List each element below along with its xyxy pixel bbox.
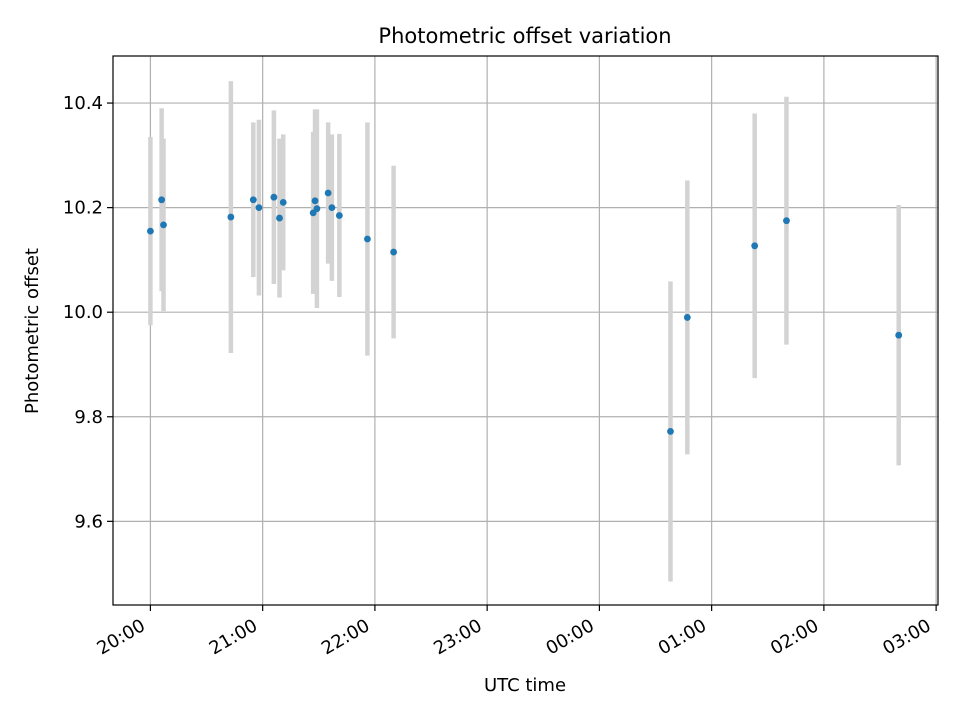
y-axis-ticks: 9.6 9.8 10.0 10.2 10.4: [63, 93, 113, 532]
data-point: [328, 204, 336, 212]
y-tick-label: 10.0: [63, 302, 103, 323]
y-tick-label: 10.2: [63, 198, 103, 219]
y-axis-label: Photometric offset: [22, 248, 43, 414]
y-tick-label: 9.6: [74, 511, 103, 532]
grid: [113, 56, 938, 605]
data-point: [324, 189, 332, 197]
data-point: [390, 248, 398, 256]
data-point: [160, 221, 167, 229]
chart-title: Photometric offset variation: [378, 24, 671, 48]
data-point: [255, 204, 263, 212]
data-point: [364, 235, 371, 243]
data-point: [683, 314, 691, 321]
data-points: [147, 189, 903, 435]
data-point: [270, 193, 278, 201]
data-point: [249, 196, 257, 204]
data-point: [279, 199, 287, 206]
y-tick-label: 10.4: [63, 93, 103, 114]
data-point: [276, 214, 283, 222]
data-point: [751, 242, 759, 250]
data-point: [147, 227, 154, 235]
data-point: [667, 428, 674, 435]
data-point: [783, 217, 790, 225]
data-point: [313, 205, 321, 213]
data-point: [158, 196, 166, 204]
plot-frame: [112, 55, 939, 606]
y-tick-label: 9.8: [74, 407, 103, 428]
data-point: [895, 331, 903, 339]
data-point: [311, 197, 319, 205]
data-point: [335, 212, 343, 219]
x-axis-label: UTC time: [484, 675, 566, 696]
data-point: [227, 213, 235, 221]
